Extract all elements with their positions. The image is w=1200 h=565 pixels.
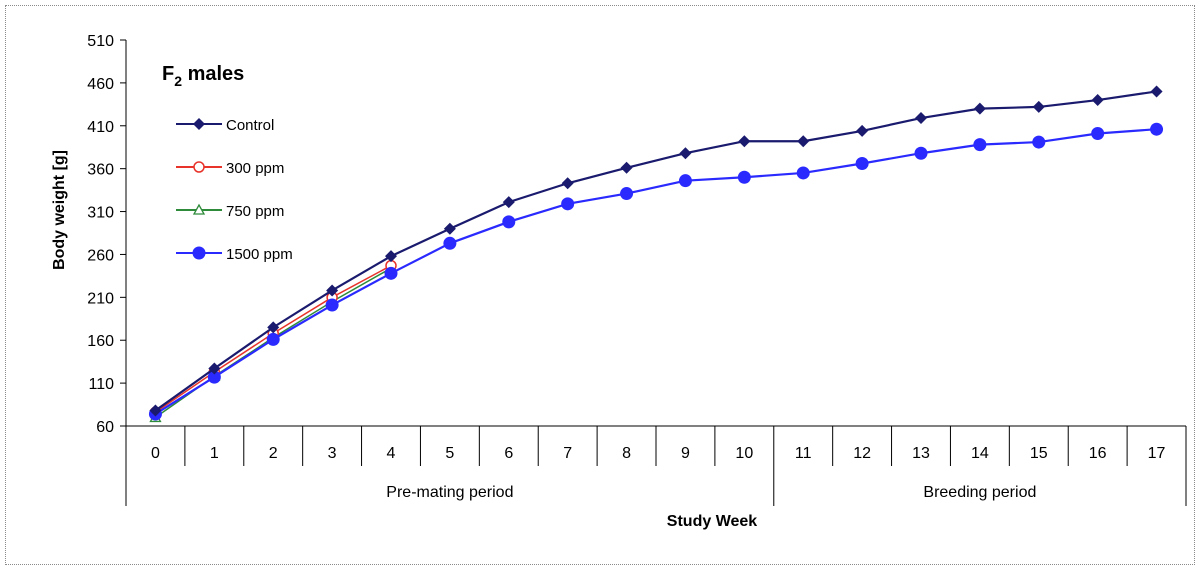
x-group-labels: Pre-mating period Breeding period [386,484,1036,501]
x-tick-label: 4 [387,445,396,462]
y-tick-label: 260 [87,247,114,264]
legend-label: 1500 ppm [226,246,293,263]
chart-title: F2 males [162,63,244,89]
y-tick-label: 510 [87,33,114,50]
x-tick-label: 6 [504,445,513,462]
x-tick-label: 14 [971,445,989,462]
data-point [620,161,633,174]
data-point [1091,94,1104,107]
data-point [1091,126,1105,140]
data-point [973,102,986,115]
y-tick-label: 460 [87,76,114,93]
legend-label: 300 ppm [226,160,284,177]
x-tick-label: 1 [210,445,219,462]
series-line-control [154,90,1157,412]
group-label: Breeding period [923,484,1036,501]
data-point [679,147,692,160]
data-point [855,157,869,171]
data-point [266,332,280,346]
x-tick-label: 12 [853,445,871,462]
data-point [1150,85,1163,98]
data-point [502,196,515,209]
data-point [561,177,574,190]
legend-marker [192,246,206,260]
x-tick-label: 2 [269,445,278,462]
data-point [208,362,221,375]
data-point [1032,100,1045,113]
x-tick-label: 9 [681,445,690,462]
x-tick-label: 17 [1148,445,1166,462]
data-point [1150,122,1164,136]
y-tick-label: 110 [88,376,114,393]
x-tick-label: 16 [1089,445,1107,462]
x-tick-label: 15 [1030,445,1048,462]
data-point [796,166,810,180]
legend-marker [192,203,206,215]
series-line-1500-ppm [154,128,1157,415]
data-point [443,222,456,235]
x-tick-label: 5 [445,445,454,462]
data-point [502,215,516,229]
data-point [737,170,751,184]
legend-marker [193,161,205,173]
data-point [443,236,457,250]
legend-label: Control [226,117,274,134]
data-point [267,321,280,334]
x-tick-label: 3 [328,445,337,462]
data-point [325,298,339,312]
data-point [620,187,634,201]
y-tick-label: 310 [87,205,114,222]
data-point [207,370,221,384]
x-tick-label: 8 [622,445,631,462]
data-point [856,124,869,137]
x-axis-title: Study Week [667,513,758,530]
y-tick-labels: 60 110 160 210 260 310 360 410 460 510 [87,33,114,436]
data-point [973,138,987,152]
x-tick-label: 10 [735,445,753,462]
x-tick-label: 0 [151,445,160,462]
axes [120,39,1187,506]
y-tick-label: 160 [87,333,114,350]
data-point [797,135,810,148]
group-label: Pre-mating period [386,484,513,501]
data-point [914,146,928,160]
y-axis-title: Body weight [g] [51,150,68,270]
x-tick-label: 13 [912,445,930,462]
x-tick-label: 7 [563,445,572,462]
data-point [915,112,927,125]
y-tick-label: 360 [87,162,114,179]
legend-marker [193,118,205,130]
data-point [738,135,751,148]
data-point [561,197,575,211]
x-tick-labels: 0 1 2 3 4 5 6 7 8 9 10 11 12 13 14 15 16 17 [151,445,1166,462]
y-tick-label: 410 [87,119,114,136]
data-point [149,404,162,417]
series-lines [148,85,1164,423]
data-point [678,174,692,188]
data-point [326,284,339,297]
legend-label: 750 ppm [226,203,284,220]
data-point [385,250,397,263]
y-tick-label: 210 [87,290,114,307]
y-tick-label: 60 [96,419,114,436]
data-point [1032,135,1046,149]
data-point [384,266,398,280]
x-tick-label: 11 [795,445,812,462]
legend: Control 300 ppm 750 ppm 1500 ppm [176,117,293,263]
